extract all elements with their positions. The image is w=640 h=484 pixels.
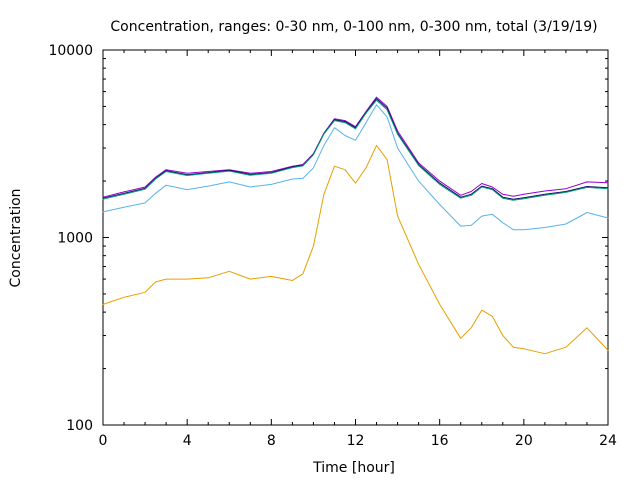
x-tick-label: 8 — [267, 433, 276, 449]
series-line-1 — [102, 96, 609, 198]
x-tick-label: 4 — [183, 433, 192, 449]
plot-border — [102, 49, 609, 426]
y-tick-label: 100 — [66, 418, 93, 434]
y-tick-label: 1000 — [57, 231, 93, 247]
series-line-5 — [102, 144, 609, 355]
y-tick-label: 10000 — [48, 43, 93, 59]
plot-frame — [102, 49, 609, 426]
series-layer — [102, 96, 609, 355]
series-line-3 — [102, 99, 609, 201]
x-tick-label: 12 — [347, 433, 365, 449]
x-tick-label: 24 — [599, 433, 617, 449]
x-tick-label: 20 — [515, 433, 533, 449]
x-tick-label: 0 — [99, 433, 108, 449]
series-line-4 — [102, 104, 609, 231]
series-line-2 — [102, 98, 609, 200]
y-axis-title: Concentration — [8, 188, 24, 287]
x-axis-ticks: 0 4 8 12 16 20 24 — [99, 50, 617, 449]
chart-title: Concentration, ranges: 0-30 nm, 0-100 nm… — [110, 19, 597, 35]
y-axis-ticks: 100 1000 10000 — [48, 43, 608, 434]
x-axis-title: Time [hour] — [312, 460, 395, 476]
x-tick-label: 16 — [431, 433, 449, 449]
